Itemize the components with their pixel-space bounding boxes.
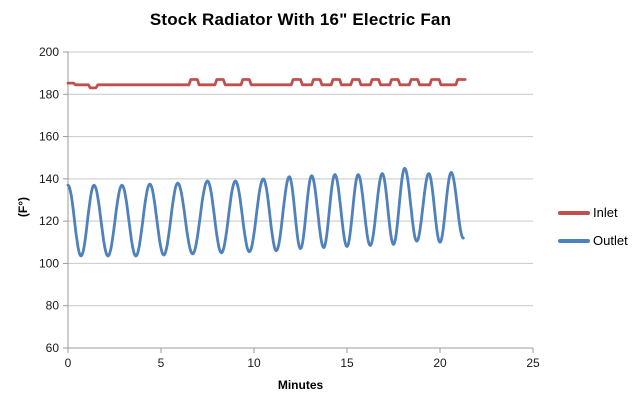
legend: Inlet Outlet	[558, 205, 628, 248]
y-tick-label: 200	[39, 45, 59, 59]
x-axis-title: Minutes	[277, 378, 324, 392]
y-tick-label: 180	[39, 87, 59, 101]
outlet-line-swatch	[558, 238, 590, 243]
y-tick-label: 160	[39, 130, 59, 144]
x-tick-label: 20	[433, 356, 447, 370]
y-tick-label: 60	[46, 341, 60, 355]
x-tick-label: 0	[65, 356, 72, 370]
legend-label-inlet: Inlet	[593, 205, 618, 220]
x-tick-label: 5	[158, 356, 165, 370]
chart-title: Stock Radiator With 16" Electric Fan	[149, 10, 452, 29]
legend-item-outlet: Outlet	[558, 233, 628, 248]
legend-label-outlet: Outlet	[593, 233, 628, 248]
y-axis-title: (F°)	[16, 196, 30, 218]
inlet-line-swatch	[558, 210, 590, 215]
x-tick-label: 25	[526, 356, 540, 370]
series-line-outlet	[66, 166, 465, 258]
series-line-inlet	[66, 78, 467, 90]
x-tick-label: 15	[340, 356, 354, 370]
y-tick-label: 140	[39, 172, 59, 186]
y-tick-label: 100	[39, 256, 59, 270]
legend-item-inlet: Inlet	[558, 205, 628, 220]
x-tick-label: 10	[247, 356, 261, 370]
y-tick-label: 120	[39, 214, 59, 228]
y-tick-label: 80	[46, 299, 60, 313]
